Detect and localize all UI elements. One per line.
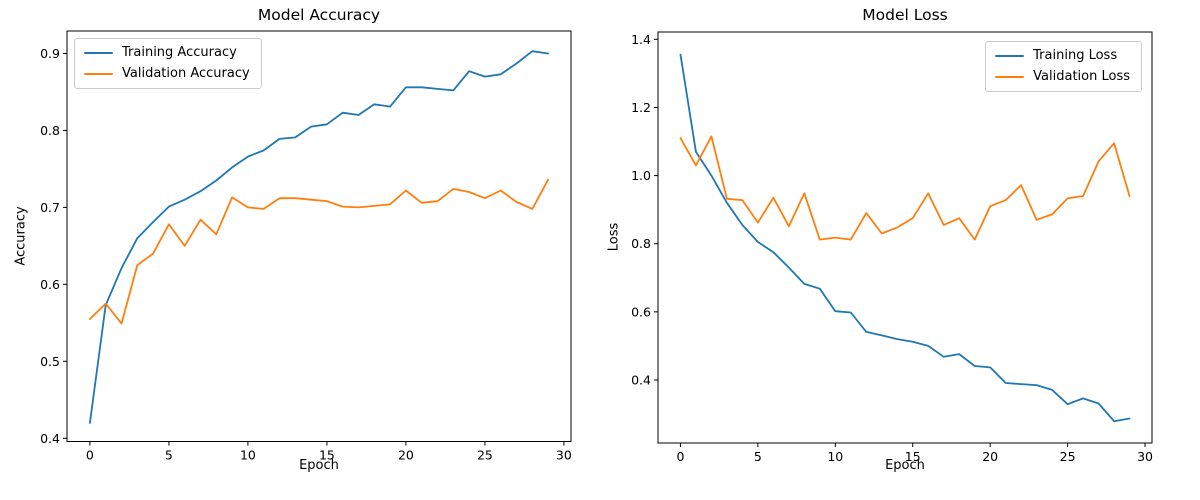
x-tick-label: 0 bbox=[86, 448, 94, 463]
x-tick-label: 30 bbox=[556, 448, 572, 463]
y-tick-label: 0.8 bbox=[631, 236, 651, 251]
y-tick-label: 0.8 bbox=[40, 123, 60, 138]
legend-label: Validation Loss bbox=[1033, 69, 1130, 84]
y-tick-label: 0.7 bbox=[40, 200, 60, 215]
x-tick-label: 20 bbox=[398, 448, 414, 463]
series-line-training-accuracy bbox=[89, 50, 549, 424]
legend-item-validation-accuracy: Validation Accuracy bbox=[84, 66, 250, 82]
legend-line-swatch bbox=[84, 51, 113, 55]
series-line-validation-accuracy bbox=[89, 178, 549, 325]
x-tick-label: 25 bbox=[477, 448, 493, 463]
legend-line-swatch bbox=[995, 54, 1025, 58]
x-tick-label: 10 bbox=[827, 449, 843, 464]
x-tick-label: 10 bbox=[240, 448, 256, 463]
series-line-training-loss bbox=[679, 53, 1131, 423]
y-tick-label: 1.2 bbox=[631, 100, 651, 115]
y-tick-label: 0.4 bbox=[631, 372, 651, 387]
x-tick-label: 25 bbox=[1060, 449, 1076, 464]
legend-item-validation-loss: Validation Loss bbox=[995, 69, 1130, 85]
series-line-validation-loss bbox=[679, 135, 1131, 241]
legend-item-training-accuracy: Training Accuracy bbox=[84, 45, 250, 61]
x-tick-label: 15 bbox=[319, 448, 335, 463]
x-tick-label: 0 bbox=[676, 449, 684, 464]
legend-line-swatch bbox=[84, 72, 113, 76]
x-tick-label: 15 bbox=[905, 449, 921, 464]
y-tick-label: 0.6 bbox=[631, 304, 651, 319]
legend-item-training-loss: Training Loss bbox=[995, 48, 1130, 64]
accuracy-chart-title: Model Accuracy bbox=[257, 6, 381, 24]
x-tick-label: 5 bbox=[754, 449, 762, 464]
x-tick-label: 20 bbox=[982, 449, 998, 464]
y-tick-label: 0.9 bbox=[40, 46, 60, 61]
y-tick-label: 1.0 bbox=[631, 168, 651, 183]
accuracy-legend: Training Accuracy Validation Accuracy bbox=[74, 38, 262, 89]
loss-chart-title: Model Loss bbox=[862, 6, 948, 24]
loss-plot-area: 0 5 10 15 20 25 30 0.4 0.6 0.8 1.0 1.2 1.4 bbox=[631, 31, 1153, 464]
accuracy-chart: Model Accuracy Accuracy Epoch 0 5 10 15 20 25… bbox=[14, 6, 572, 473]
legend-label: Training Accuracy bbox=[122, 45, 237, 60]
loss-chart: Model Loss Loss Epoch 0 5 10 15 20 25 30 0.4 0.6… bbox=[600, 0, 1200, 500]
accuracy-x-axis-label: Epoch bbox=[299, 458, 339, 473]
loss-legend: Training Loss Validation Loss bbox=[985, 41, 1142, 92]
axes-frame bbox=[66, 30, 572, 442]
accuracy-plot-area: 0 5 10 15 20 25 30 0.4 0.5 0.6 0.7 0.8 0.9 bbox=[40, 30, 572, 463]
y-tick-label: 0.5 bbox=[40, 354, 60, 369]
y-tick-label: 1.4 bbox=[631, 32, 651, 47]
y-tick-label: 0.6 bbox=[40, 277, 60, 292]
axes-frame bbox=[657, 31, 1153, 444]
legend-label: Training Loss bbox=[1033, 48, 1118, 63]
x-tick-label: 30 bbox=[1137, 449, 1153, 464]
loss-x-axis-label: Epoch bbox=[885, 458, 925, 473]
x-tick-label: 5 bbox=[165, 448, 173, 463]
legend-line-swatch bbox=[995, 75, 1025, 79]
y-tick-label: 0.4 bbox=[40, 431, 60, 446]
legend-label: Validation Accuracy bbox=[122, 66, 250, 81]
